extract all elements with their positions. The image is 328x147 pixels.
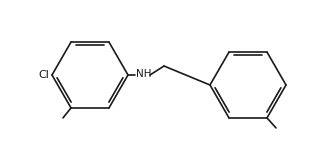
- Text: Cl: Cl: [38, 70, 49, 80]
- Text: NH: NH: [136, 69, 152, 79]
